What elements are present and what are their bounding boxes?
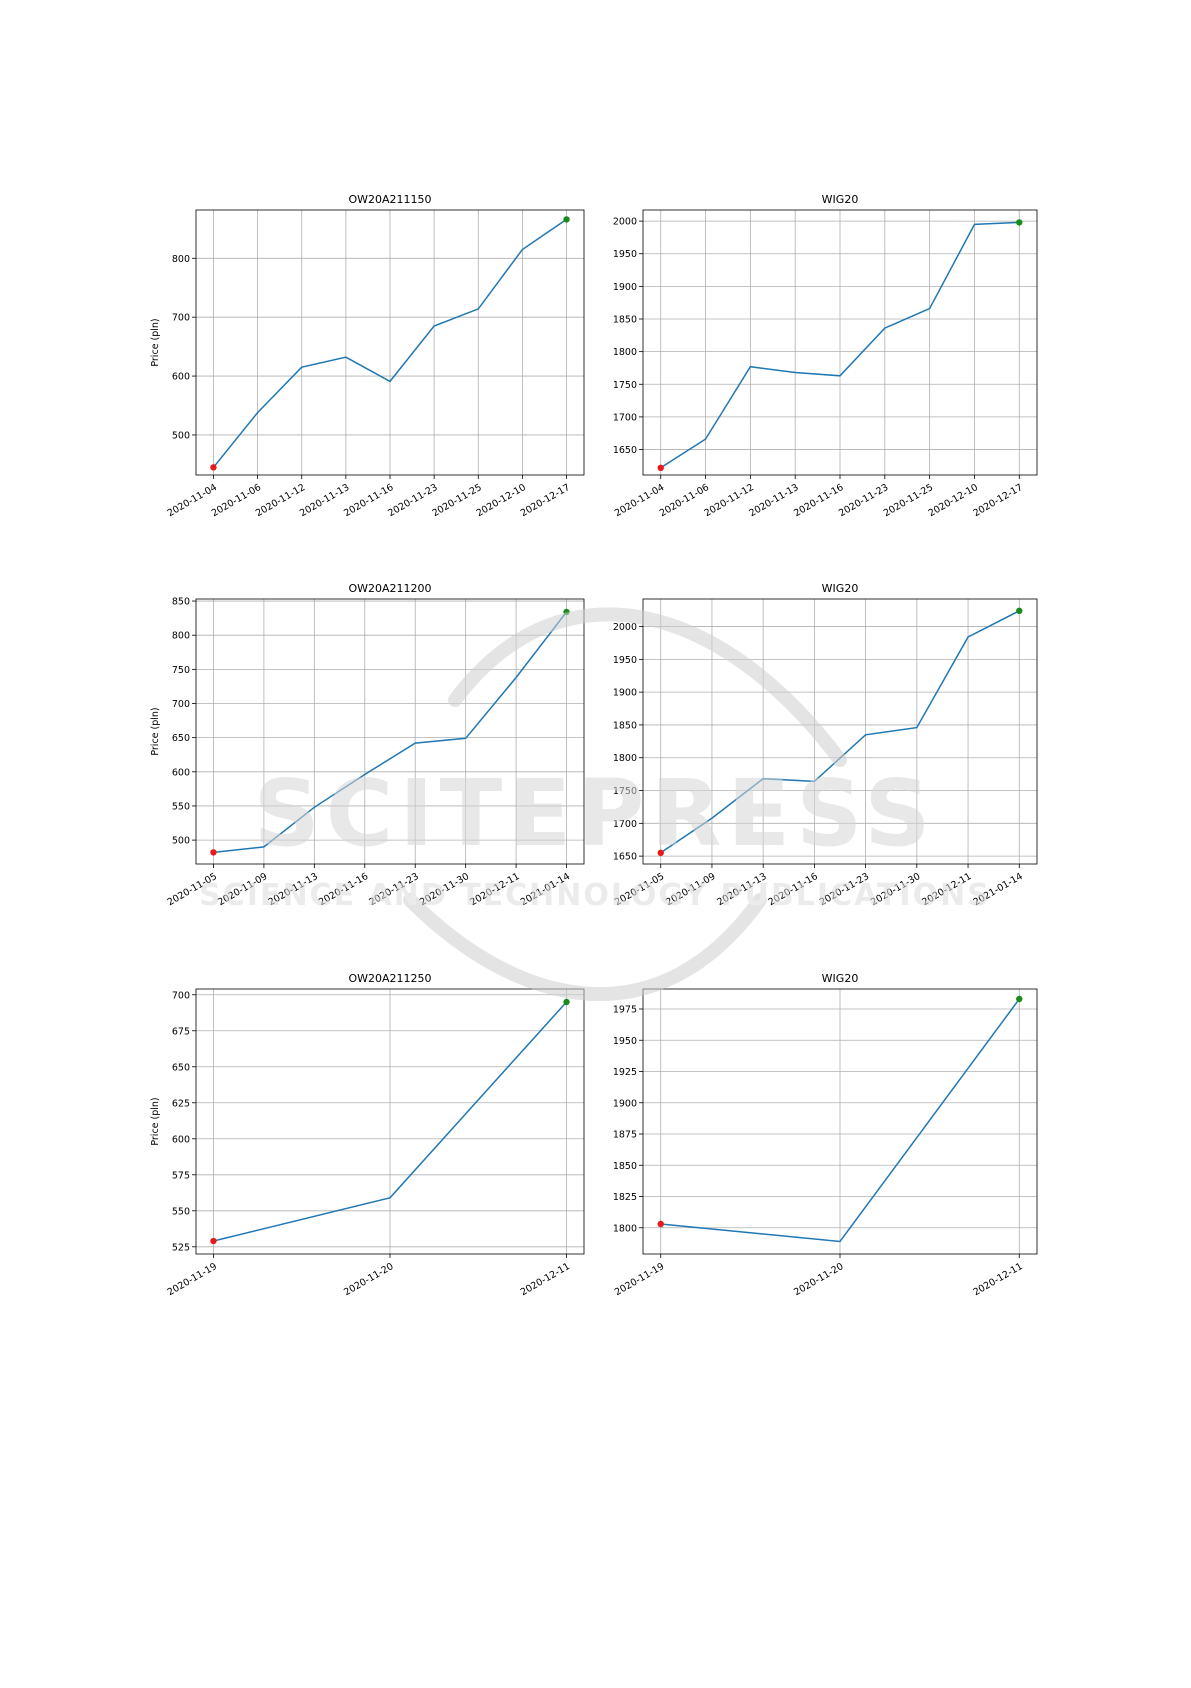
- watermark-small: SCIENCE AND TECHNOLOGY PUBLICATIONS: [199, 878, 991, 913]
- y-tick-label: 700: [172, 699, 190, 710]
- chart-2: WIG20 1650 1700 1750 1800 1850 1900 1950 2000 202…: [613, 193, 1038, 519]
- price-line: [213, 1001, 568, 1242]
- y-tick-label: 500: [172, 836, 190, 847]
- y-tick-label: 850: [172, 597, 190, 608]
- y-tick-label: 600: [172, 1134, 190, 1145]
- y-tick-label: 1800: [613, 753, 637, 764]
- end-point-marker: [1016, 219, 1023, 226]
- chart-title: OW20A211200: [348, 582, 431, 595]
- y-tick-label: 1800: [613, 1223, 637, 1234]
- y-tick-label: 1750: [613, 786, 637, 797]
- y-tick-label: 1925: [613, 1067, 637, 1078]
- start-point-marker: [210, 464, 217, 471]
- y-tick-label: 700: [172, 313, 190, 324]
- x-tick-label: 2020-11-06: [658, 482, 711, 519]
- y-tick-label: 1900: [613, 282, 637, 293]
- y-tick-label: 1700: [613, 412, 637, 423]
- y-tick-label: 750: [172, 665, 190, 676]
- end-point-marker: [563, 998, 570, 1006]
- y-axis-label: Price (pln): [150, 1097, 161, 1145]
- x-tick-label: 2020-11-12: [703, 482, 756, 519]
- y-tick-label: 1850: [613, 720, 637, 731]
- watermark-big: SCITEPRESS: [253, 760, 936, 867]
- x-tick-label: 2020-11-16: [792, 482, 845, 519]
- y-tick-label: 600: [172, 372, 190, 383]
- y-axis-label: Price (pln): [150, 707, 161, 755]
- y-tick-label: 1900: [613, 688, 637, 699]
- end-point-marker: [563, 216, 570, 223]
- y-tick-label: 1975: [613, 1005, 637, 1016]
- y-tick-label: 1850: [613, 1161, 637, 1172]
- y-tick-label: 1750: [613, 380, 637, 391]
- y-tick-label: 700: [172, 990, 190, 1001]
- y-tick-label: 1800: [613, 347, 637, 358]
- y-tick-label: 1875: [613, 1130, 637, 1141]
- start-point-marker: [210, 849, 217, 856]
- y-tick-label: 2000: [613, 622, 637, 633]
- chart-title: OW20A211150: [348, 193, 431, 206]
- plot-frame: [195, 598, 585, 865]
- y-axis-label: Price (pln): [150, 318, 161, 366]
- x-tick-label: 2020-11-04: [613, 482, 666, 519]
- x-tick-label: 2020-12-17: [971, 482, 1024, 519]
- y-tick-label: 575: [172, 1170, 190, 1181]
- watermark-swoosh: [403, 607, 847, 1001]
- y-tick-label: 625: [172, 1098, 190, 1109]
- chart-title: WIG20: [822, 582, 859, 595]
- x-tick-label: 2020-12-17: [519, 482, 572, 519]
- x-tick-label: 2020-12-10: [927, 482, 980, 519]
- y-tick-label: 525: [172, 1242, 190, 1253]
- y-tick-label: 800: [172, 254, 190, 265]
- x-tick-label: 2020-12-11: [971, 1261, 1024, 1298]
- y-tick-label: 650: [172, 733, 190, 744]
- chart-title: WIG20: [822, 193, 859, 206]
- y-tick-label: 600: [172, 767, 190, 778]
- y-tick-label: 1700: [613, 819, 637, 830]
- y-tick-label: 1950: [613, 249, 637, 260]
- start-point-marker: [657, 849, 664, 857]
- price-line: [212, 218, 567, 468]
- y-tick-label: 550: [172, 801, 190, 812]
- chart-5: OW20A211250 525 550 575 600 625 650 675 700 Price…: [150, 972, 585, 1298]
- start-point-marker: [657, 464, 664, 472]
- y-tick-label: 1850: [613, 315, 637, 326]
- x-tick-label: 2020-12-11: [519, 1261, 572, 1298]
- x-tick-label: 2020-11-23: [837, 482, 890, 519]
- x-tick-label: 2020-11-20: [792, 1261, 845, 1298]
- y-tick-label: 675: [172, 1026, 190, 1037]
- plot-frame: [642, 598, 1038, 865]
- y-tick-label: 1950: [613, 1036, 637, 1047]
- y-tick-label: 500: [172, 430, 190, 441]
- x-tick-label: 2020-11-19: [166, 1261, 219, 1298]
- y-tick-label: 1650: [613, 852, 637, 863]
- y-tick-label: 550: [172, 1206, 190, 1217]
- y-tick-label: 1825: [613, 1192, 637, 1203]
- start-point-marker: [657, 1220, 664, 1228]
- x-tick-label: 2020-11-19: [613, 1261, 666, 1298]
- x-tick-label: 2020-11-13: [747, 482, 800, 519]
- watermark: SCITEPRESS SCIENCE AND TECHNOLOGY PUBLIC…: [199, 607, 991, 1001]
- y-tick-label: 2000: [613, 217, 637, 228]
- chart-title: OW20A211250: [348, 972, 431, 985]
- end-point-marker: [1016, 995, 1023, 1003]
- y-tick-label: 1950: [613, 655, 637, 666]
- chart-1: OW20A211150 500 600 700 800 Price (pln) 2020-1…: [150, 193, 585, 519]
- y-tick-label: 650: [172, 1062, 190, 1073]
- y-tick-label: 1650: [613, 445, 637, 456]
- chart-title: WIG20: [822, 972, 859, 985]
- price-line: [660, 998, 1020, 1243]
- end-point-marker: [1016, 607, 1023, 615]
- y-tick-label: 1900: [613, 1098, 637, 1109]
- start-point-marker: [210, 1237, 217, 1245]
- price-line: [660, 221, 1020, 469]
- x-tick-label: 2020-11-25: [882, 482, 935, 519]
- price-line: [213, 611, 568, 854]
- charts-group: OW20A211150 500 600 700 800 Price (pln) 2020-1…: [150, 193, 1038, 1298]
- y-tick-label: 800: [172, 631, 190, 642]
- x-tick-label: 2020-11-20: [342, 1261, 395, 1298]
- chart-6: WIG20 1800 1825 1850 1875 1900 1925 1950 1975 202…: [613, 972, 1038, 1298]
